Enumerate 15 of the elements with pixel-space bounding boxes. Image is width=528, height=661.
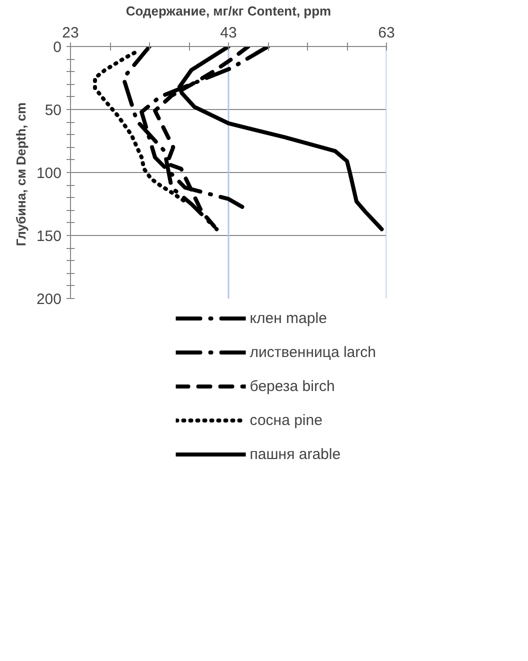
legend-label: сосна pine bbox=[250, 412, 322, 428]
legend-label: клен maple bbox=[250, 310, 327, 326]
y-tick-label: 200 bbox=[36, 291, 62, 308]
legend-label: береза birch bbox=[250, 378, 335, 394]
y-tick-label: 0 bbox=[53, 39, 62, 56]
y-axis-title: Глубина, см Depth, cm bbox=[13, 102, 28, 246]
y-tick-label: 50 bbox=[44, 102, 62, 119]
legend-label: лиственница larch bbox=[250, 344, 376, 360]
x-axis-title: Содержание, мг/кг Content, ppm bbox=[126, 4, 332, 18]
x-tick-label: 43 bbox=[220, 24, 237, 42]
legend-label: пашня arable bbox=[250, 446, 341, 462]
y-tick-label: 100 bbox=[36, 165, 62, 182]
x-tick-label: 63 bbox=[378, 24, 395, 42]
x-tick-label: 23 bbox=[62, 24, 79, 42]
y-tick-label: 150 bbox=[36, 228, 62, 245]
